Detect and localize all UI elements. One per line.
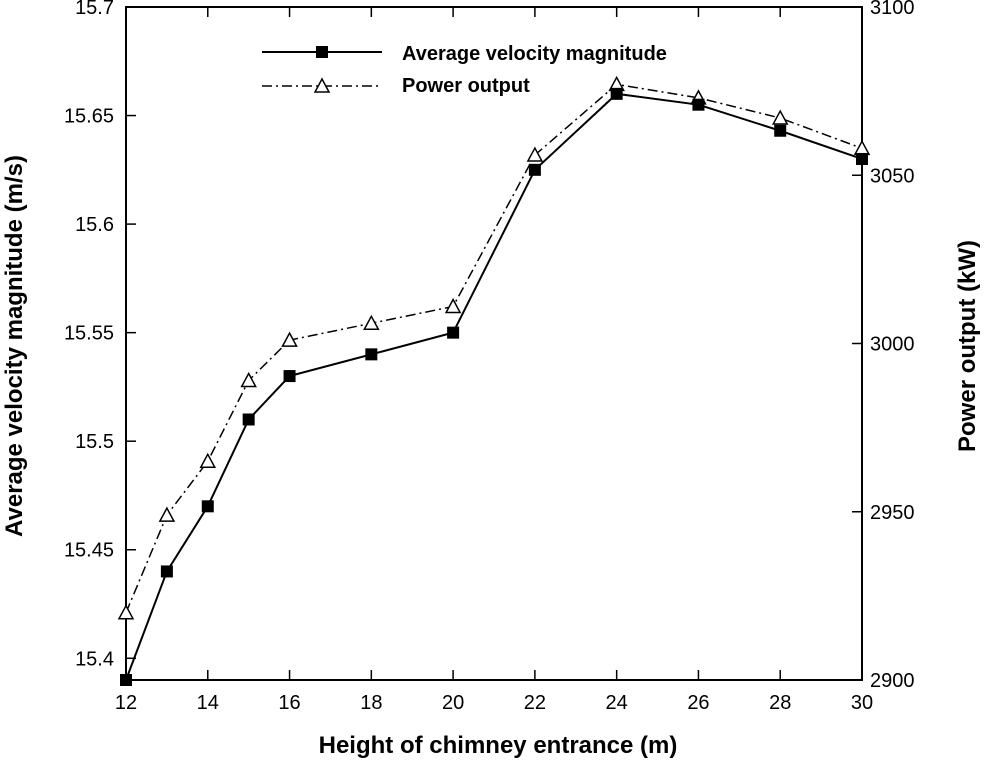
- velocity-point: [692, 98, 705, 111]
- power-output-point: [158, 506, 176, 522]
- x-tick-label: 20: [442, 692, 464, 714]
- velocity-point: [242, 413, 255, 426]
- y-axis-title: Average velocity magnitude (m/s): [1, 155, 28, 537]
- power-output-point: [771, 109, 789, 125]
- x-tick-label: 28: [769, 692, 791, 714]
- velocity-point: [201, 500, 214, 513]
- y2-tick-label: 2950: [870, 502, 915, 524]
- y-tick-label: 15.6: [75, 214, 114, 236]
- series-layer: [117, 75, 871, 686]
- x-tick-label: 30: [851, 692, 873, 714]
- power-output-point: [199, 452, 217, 469]
- axis-ticks: 12 14 16 18 20 22 24 26 28 30 15.4 15.45 15.5 15.55 15…: [64, 0, 915, 714]
- velocity-point: [120, 674, 132, 686]
- y-tick-label: 15.4: [75, 648, 114, 670]
- velocity-point: [774, 124, 787, 137]
- velocity-point: [365, 348, 378, 361]
- x-tick-label: 14: [197, 692, 219, 714]
- legend: Average velocity magnitude Power output: [262, 43, 667, 97]
- velocity-point: [447, 326, 460, 339]
- power-output-point: [117, 604, 135, 620]
- y-tick-label: 15.5: [75, 431, 114, 453]
- y2-tick-label: 3000: [870, 334, 915, 356]
- power-output-point: [526, 146, 544, 162]
- y2-tick-label: 3050: [870, 165, 915, 187]
- power-output-point: [240, 371, 257, 388]
- y2-tick-label: 2900: [870, 670, 915, 692]
- power-output-point: [281, 331, 298, 347]
- power-output-point: [853, 139, 871, 156]
- y-tick-label: 15.7: [75, 0, 114, 19]
- legend-marker-velocity: [316, 46, 328, 58]
- y-tick-label: 15.65: [64, 106, 114, 128]
- x-tick-label: 12: [115, 692, 137, 714]
- x-axis-title: Height of chimney entrance (m): [319, 732, 678, 759]
- velocity-point: [856, 152, 868, 165]
- x-tick-label: 18: [360, 692, 382, 714]
- velocity-point: [610, 87, 623, 100]
- legend-label-power: Power output: [402, 75, 530, 97]
- power-output-point: [444, 297, 462, 314]
- velocity-point: [283, 370, 296, 383]
- y2-axis-title: Power output (kW): [954, 240, 981, 452]
- legend-label-velocity: Average velocity magnitude: [402, 43, 667, 65]
- plot-frame: [125, 6, 863, 681]
- velocity-line: [125, 92, 863, 681]
- velocity-point: [528, 163, 541, 176]
- x-tick-label: 26: [687, 692, 709, 714]
- x-tick-label: 22: [524, 692, 546, 714]
- x-tick-label: 24: [606, 692, 628, 714]
- plot-border: [125, 6, 863, 681]
- y2-tick-label: 3100: [870, 0, 915, 19]
- velocity-point: [160, 565, 173, 578]
- legend-marker-power: [313, 77, 331, 93]
- y-tick-label: 15.55: [64, 323, 114, 345]
- x-tick-label: 16: [278, 692, 300, 714]
- y-tick-label: 15.45: [64, 540, 114, 562]
- power-output-point: [363, 314, 380, 331]
- power-output-line: [125, 83, 863, 613]
